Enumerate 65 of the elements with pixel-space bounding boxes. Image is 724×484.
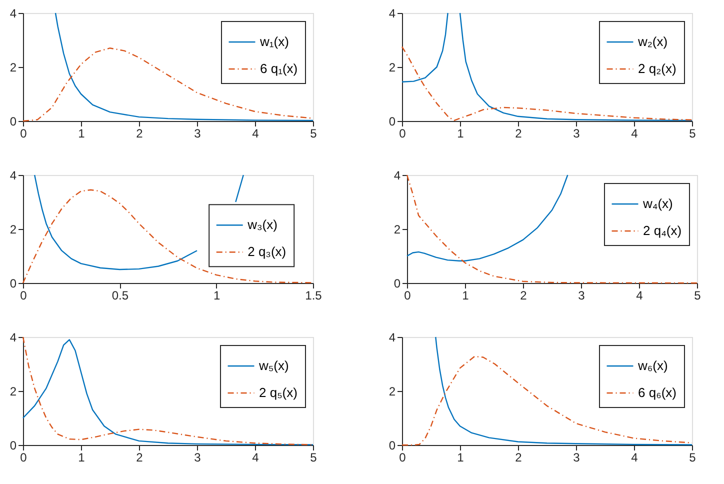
- x-tick-label: 2: [136, 126, 144, 140]
- x-tick-label: 5: [689, 450, 696, 464]
- legend-label: w₄(x): [642, 196, 673, 211]
- x-tick-label: 4: [631, 450, 638, 464]
- x-tick-label: 2: [520, 288, 528, 302]
- x-tick-label: 5: [694, 288, 702, 302]
- y-tick-label: 4: [10, 330, 17, 344]
- x-tick-label: 1: [213, 288, 220, 302]
- x-tick-label: 1.5: [305, 288, 322, 302]
- x-tick-label: 5: [310, 126, 318, 140]
- legend-label: w₅(x): [258, 358, 289, 373]
- x-tick-label: 3: [194, 450, 202, 464]
- x-tick-label: 2: [136, 450, 144, 464]
- y-tick-label: 0: [388, 114, 396, 128]
- y-tick-label: 2: [10, 60, 17, 74]
- y-tick-label: 0: [394, 276, 401, 290]
- x-tick-label: 2: [515, 126, 522, 140]
- legend-label: w₁(x): [259, 34, 289, 49]
- y-tick-label: 4: [388, 330, 396, 344]
- y-tick-label: 4: [10, 168, 17, 182]
- y-tick-label: 0: [10, 276, 17, 290]
- legend-label: 2 q₄(x): [643, 223, 682, 238]
- legend-label: w₂(x): [637, 34, 668, 49]
- x-tick-label: 5: [310, 450, 318, 464]
- x-tick-label: 3: [573, 126, 580, 140]
- y-tick-label: 0: [10, 114, 17, 128]
- line-series: [435, 336, 693, 446]
- x-tick-label: 0: [20, 126, 28, 140]
- x-tick-label: 1: [457, 126, 464, 140]
- x-tick-label: 4: [252, 450, 260, 464]
- y-tick-label: 0: [10, 438, 17, 452]
- x-tick-label: 5: [689, 126, 696, 140]
- x-tick-label: 0: [20, 450, 28, 464]
- x-tick-label: 0.5: [112, 288, 129, 302]
- y-tick-label: 4: [388, 6, 396, 20]
- x-tick-label: 1: [78, 126, 86, 140]
- x-tick-label: 4: [636, 288, 644, 302]
- legend-label: 6 q₁(x): [260, 61, 298, 76]
- x-tick-label: 4: [631, 126, 638, 140]
- line-series: [406, 174, 568, 262]
- y-tick-label: 2: [388, 384, 396, 398]
- x-tick-label: 0: [404, 288, 412, 302]
- x-tick-label: 1: [457, 450, 464, 464]
- line-series: [54, 12, 314, 122]
- x-tick-label: 1: [462, 288, 470, 302]
- x-tick-label: 4: [252, 126, 260, 140]
- x-tick-label: 3: [573, 450, 580, 464]
- y-tick-label: 2: [388, 60, 396, 74]
- x-tick-label: 1: [78, 450, 86, 464]
- y-tick-label: 4: [394, 168, 401, 182]
- x-tick-label: 0: [20, 288, 28, 302]
- y-tick-label: 4: [10, 6, 17, 20]
- legend-label: 2 q₂(x): [638, 61, 676, 76]
- y-tick-label: 2: [394, 222, 401, 236]
- y-tick-label: 0: [388, 438, 396, 452]
- x-tick-label: 3: [578, 288, 586, 302]
- x-tick-label: 3: [194, 126, 202, 140]
- legend-label: 6 q₆(x): [638, 385, 676, 400]
- y-tick-label: 2: [10, 384, 17, 398]
- legend-label: 2 q₅(x): [259, 385, 298, 400]
- legend-label: w₆(x): [637, 358, 668, 373]
- legend-label: 2 q₃(x): [248, 244, 286, 260]
- x-tick-label: 2: [515, 450, 522, 464]
- y-tick-label: 2: [10, 222, 17, 236]
- legend-label: w₃(x): [246, 217, 278, 232]
